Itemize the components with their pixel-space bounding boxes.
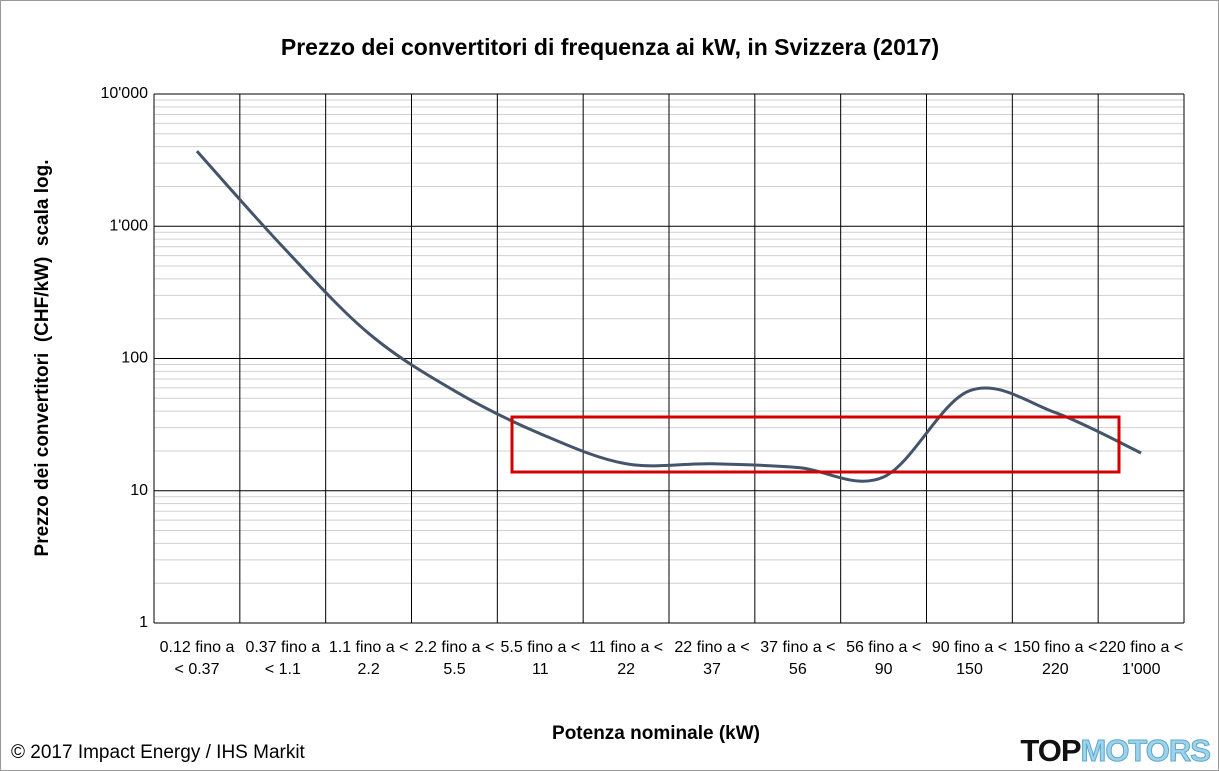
- y-tick-label: 1'000: [109, 217, 148, 234]
- x-tick-label: 56 fino a < 90: [846, 639, 922, 678]
- x-tick-label: 90 fino a < 150: [931, 639, 1008, 678]
- footer: © 2017 Impact Energy / IHS Markit: [11, 742, 306, 763]
- x-tick-label: 11 fino a < 22: [589, 639, 664, 678]
- x-tick-label: 1.1 fino a < 2.2: [328, 639, 409, 678]
- y-tick-label: 10'000: [100, 85, 148, 102]
- grid: [153, 93, 1185, 624]
- x-tick-label: 22 fino a < 37: [674, 639, 750, 678]
- x-tick-label: 0.37 fino a < 1.1: [245, 639, 321, 678]
- logo-top: TOP: [1020, 733, 1081, 768]
- y-tick-label: 1: [139, 614, 148, 631]
- x-tick-label: 220 fino a < 1'000: [1099, 639, 1184, 678]
- x-tick-label: 0.12 fino a < 0.37: [159, 639, 235, 678]
- marks: [195, 150, 1142, 483]
- x-tick-label: 37 fino a < 56: [760, 639, 836, 678]
- y-axis-label: Prezzo dei convertitori (CHF/kW) scala l…: [32, 160, 53, 557]
- x-axis-label: Potenza nominale (kW): [552, 723, 760, 744]
- y-tick-label: 100: [121, 350, 148, 367]
- highlight-box: [510, 415, 1121, 474]
- x-tick-label: 5.5 fino a < 11: [500, 639, 581, 678]
- y-tick-label: 10: [130, 482, 148, 499]
- chart-title: Prezzo dei convertitori di frequenza ai …: [281, 34, 939, 60]
- logo: TOPMOTORS: [1020, 733, 1211, 769]
- logo-motors: MOTORS: [1080, 733, 1211, 769]
- x-tick-label: 2.2 fino a < 5.5: [414, 639, 495, 678]
- x-tick-label: 150 fino a < 220: [1013, 639, 1098, 678]
- line-series: [195, 150, 1142, 483]
